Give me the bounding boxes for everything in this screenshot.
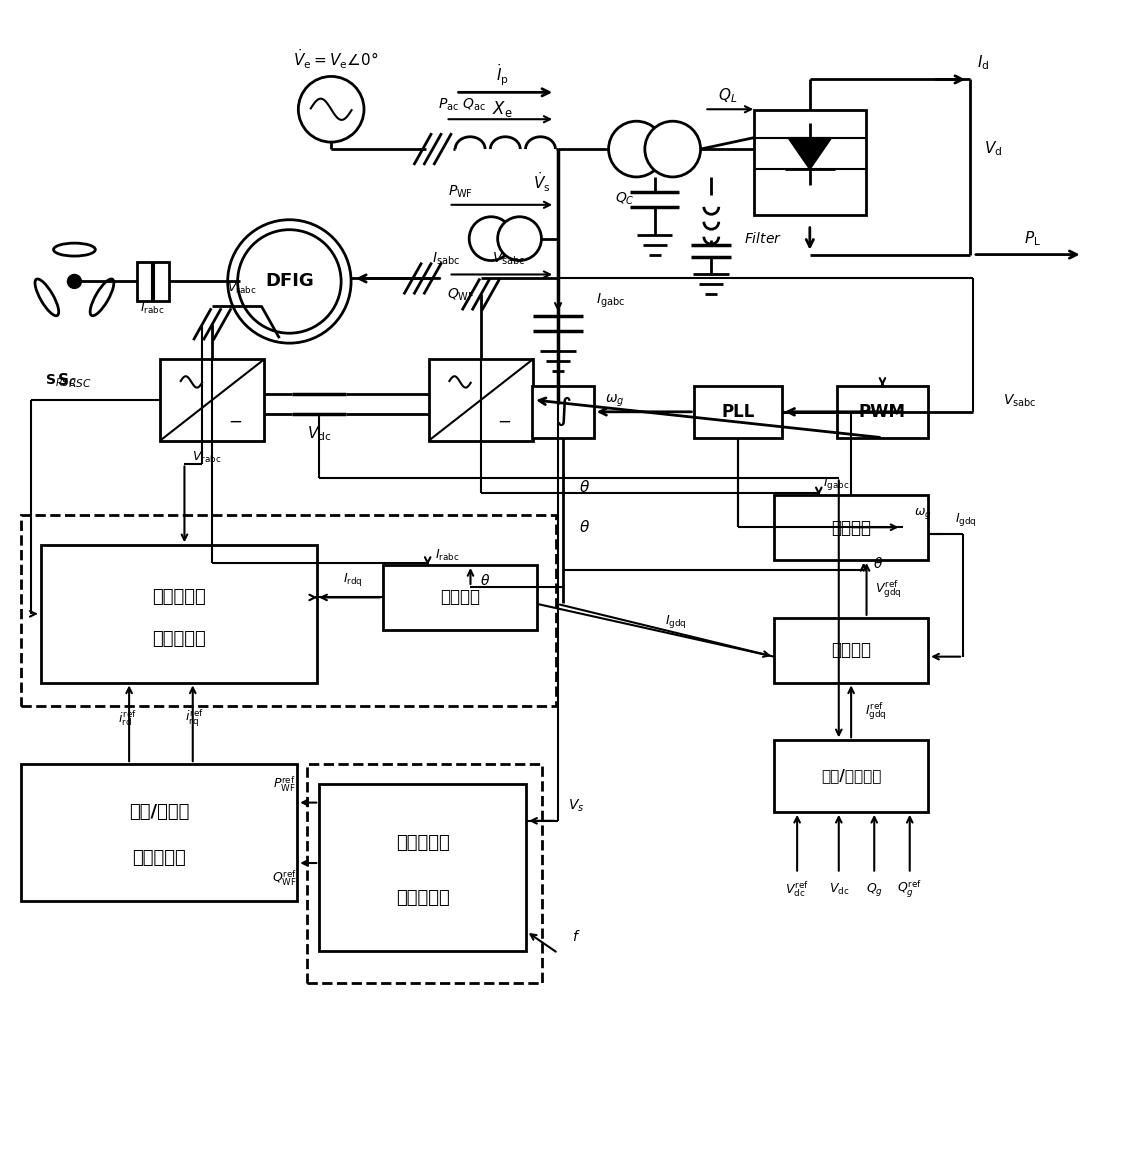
Bar [429,359,534,440]
Text: $Q_g^{\rm ref}$: $Q_g^{\rm ref}$ [897,878,922,901]
Bar [754,111,866,214]
Text: 派克变换: 派克变换 [831,518,871,537]
Circle shape [609,121,665,177]
Text: $P_{\rm ac}\ Q_{\rm ac}$: $P_{\rm ac}\ Q_{\rm ac}$ [438,97,487,113]
Ellipse shape [90,278,114,316]
Text: 下层转子模: 下层转子模 [152,588,206,606]
Text: $Q_g$: $Q_g$ [866,881,883,898]
Circle shape [645,121,701,177]
Text: $\theta$: $\theta$ [579,520,591,535]
Text: $\theta$: $\theta$ [873,556,883,571]
Text: $\dot{V}_{\rm e}=V_{\rm e}\angle 0°$: $\dot{V}_{\rm e}=V_{\rm e}\angle 0°$ [294,48,379,71]
Text: 上层风场模: 上层风场模 [396,833,450,852]
Text: 派克变换: 派克变换 [440,588,480,607]
Bar [694,386,782,438]
Text: $V_{\rm gdq}^{\rm ref}$: $V_{\rm gdq}^{\rm ref}$ [875,578,901,600]
Text: $i_{\rm rd}^{\rm ref}$: $i_{\rm rd}^{\rm ref}$ [117,708,137,728]
Text: 率控制外环: 率控制外环 [132,848,185,867]
Text: $\dot{I}_{\rm p}$: $\dot{I}_{\rm p}$ [496,63,509,89]
Text: $V_{\rm dc}^{\rm ref}$: $V_{\rm dc}^{\rm ref}$ [785,880,809,899]
Bar [836,386,929,438]
Bar [774,617,929,683]
Bar [137,261,168,302]
Text: $\int$: $\int$ [554,395,571,429]
Text: $\mathbf{S}_{RSC}$: $\mathbf{S}_{RSC}$ [57,372,92,390]
Polygon shape [787,137,832,169]
Bar [20,515,556,706]
Text: $i_{\rm rq}^{\rm ref}$: $i_{\rm rq}^{\rm ref}$ [185,707,204,729]
Text: $V_{\rm d}$: $V_{\rm d}$ [983,140,1003,158]
Text: $\theta$: $\theta$ [480,572,490,587]
Text: $I_{\rm gdq}^{\rm ref}$: $I_{\rm gdq}^{\rm ref}$ [865,700,887,722]
Text: $Q_{\rm WF}^{\rm ref}$: $Q_{\rm WF}^{\rm ref}$ [272,868,297,888]
Text: $Q_C$: $Q_C$ [615,191,635,207]
Text: $I_{\rm gabc}$: $I_{\rm gabc}$ [824,475,850,492]
Text: PWM: PWM [859,403,906,421]
Text: $P_{\rm WF}^{\rm ref}$: $P_{\rm WF}^{\rm ref}$ [273,775,296,795]
Text: 电压/无功控制: 电压/无功控制 [820,769,881,784]
Text: $f$: $f$ [571,929,580,944]
Text: 电流控制: 电流控制 [831,641,871,659]
Text: $\dot{V}_{\rm s}$: $\dot{V}_{\rm s}$ [534,170,551,193]
Bar [20,764,297,902]
Text: $X_{\rm e}$: $X_{\rm e}$ [492,99,512,119]
Text: $\omega_g$: $\omega_g$ [915,506,932,521]
Text: $\mathbf{S}_{RSC}$: $\mathbf{S}_{RSC}$ [44,373,76,389]
Circle shape [497,217,542,261]
Text: $V_{\rm sabc}$: $V_{\rm sabc}$ [492,250,525,267]
Text: $-$: $-$ [497,411,511,429]
Text: $I_{\rm rabc}$: $I_{\rm rabc}$ [436,548,460,563]
Text: $I_{\rm gdq}$: $I_{\rm gdq}$ [955,510,976,528]
Text: $V_s$: $V_s$ [568,798,584,814]
Text: $I_{\rm rabc}$: $I_{\rm rabc}$ [140,301,164,316]
Text: $P_{\rm L}$: $P_{\rm L}$ [1024,230,1041,248]
Bar [382,565,537,630]
Text: $I_{\rm sabc}$: $I_{\rm sabc}$ [431,250,460,267]
Text: $-$: $-$ [228,411,242,429]
Text: DFIG: DFIG [265,273,314,290]
Text: 有功/无功功: 有功/无功功 [129,803,189,821]
Text: $I_{\rm rdq}$: $I_{\rm rdq}$ [344,571,363,588]
Text: $\theta$: $\theta$ [579,480,591,495]
Bar [774,495,929,560]
Text: $V_{\rm sabc}$: $V_{\rm sabc}$ [1003,393,1037,409]
Text: $\omega_g$: $\omega_g$ [605,393,625,409]
Ellipse shape [53,243,96,256]
Text: $V_{\rm dc}$: $V_{\rm dc}$ [828,882,849,897]
Bar [41,545,318,683]
Circle shape [298,77,364,142]
Circle shape [67,275,82,289]
Text: $P_{\rm WF}$: $P_{\rm WF}$ [448,184,473,200]
Text: 型预测控制: 型预测控制 [152,629,206,648]
Text: 型预测控制: 型预测控制 [396,889,450,906]
Text: $V_{\rm rabc}$: $V_{\rm rabc}$ [191,450,221,465]
Text: $I_{\rm gabc}$: $I_{\rm gabc}$ [596,292,625,311]
Text: $Q_L$: $Q_L$ [718,86,737,105]
Bar [160,359,264,440]
Circle shape [238,230,341,333]
Text: $I_{\rm d}$: $I_{\rm d}$ [976,54,989,72]
Bar [533,386,594,438]
Circle shape [469,217,513,261]
Text: $I_{\rm gdq}$: $I_{\rm gdq}$ [665,613,686,630]
Text: PLL: PLL [721,403,754,421]
Circle shape [228,220,351,344]
Bar [307,764,542,983]
Text: $Q_{\rm WF}$: $Q_{\rm WF}$ [447,287,475,303]
Bar [774,740,929,812]
Bar [320,784,526,952]
Ellipse shape [35,278,59,316]
Text: $\it{Filter}$: $\it{Filter}$ [744,231,782,246]
Text: $V_{\rm rabc}$: $V_{\rm rabc}$ [226,281,256,296]
Text: $V_{\rm dc}$: $V_{\rm dc}$ [307,424,331,443]
